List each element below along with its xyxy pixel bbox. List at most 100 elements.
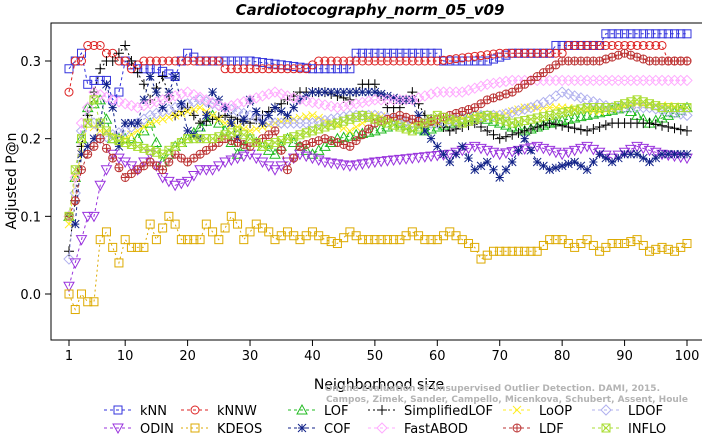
x-tick-label: 100 [675,349,700,364]
plot-area-frame [50,22,702,341]
data-point-knn [601,29,611,39]
data-point-simplifiedlof [195,118,206,129]
data-point-fastabod [256,90,269,102]
data-point-kdeos [488,246,498,256]
data-point-fastabod [238,96,250,108]
data-point-fastabod [213,99,225,111]
data-point-knnw [164,56,174,66]
x-axis-label: Neighborhood size [314,377,444,393]
data-point-simplifiedlof [188,110,199,121]
data-point-fastabod [163,92,175,104]
data-point-ldof [319,114,331,127]
data-point-knnw [208,56,218,66]
data-point-cof [501,165,511,175]
data-point-ldof [394,114,406,127]
legend-item-ldof: LDOF [592,404,663,419]
data-point-kdeos [183,235,193,245]
legend-marker [190,423,200,433]
data-point-kdeos [83,297,93,307]
axes-layer: 1 10 20 30 40 50 60 70 80 90 100 0.0 0.1 0.2 0.3 [20,55,699,364]
data-point-kdeos [582,235,592,245]
data-point-knnw [183,56,193,66]
data-point-knnw [158,56,168,66]
data-point-knnw [326,56,336,66]
data-point-kdeos [382,235,392,245]
legend-marker [190,405,200,415]
data-point-knnw [83,40,93,50]
data-point-ldof [593,98,606,110]
data-point-odin [412,152,425,164]
data-point-kdeos [620,239,630,249]
data-point-kdeos [651,244,661,254]
data-point-simplifiedlof [582,125,593,136]
data-point-kdeos [151,235,161,245]
data-point-simplifiedlof [538,120,549,131]
data-point-cof [251,107,261,116]
data-point-fastabod [306,96,319,109]
data-point-knnw [345,56,355,66]
data-point-ldf [276,145,286,155]
x-tick-label: 40 [304,349,321,364]
data-point-odin [350,160,363,171]
data-point-knnw [189,56,199,66]
data-point-simplifiedlof [500,131,511,142]
data-point-knnw [339,56,349,66]
data-point-inflo [264,139,274,149]
data-point-odin [337,160,350,171]
y-tick-label: 0.0 [20,288,41,303]
data-point-knnw [295,64,305,74]
data-point-fastabod [100,91,113,103]
data-point-inflo [270,138,280,148]
legend-label: LDOF [628,404,663,419]
data-point-odin [237,151,250,163]
data-point-lof [69,171,82,182]
data-point-kdeos [189,235,199,245]
data-point-ldof [306,117,319,129]
data-point-cof [289,103,299,112]
data-point-ldof [587,96,600,108]
data-point-knnw [239,64,249,74]
series-line-inflo [68,97,687,217]
data-point-inflo [139,143,149,153]
data-point-simplifiedlof [663,122,674,133]
data-point-odin [493,149,506,161]
data-point-inflo [89,95,99,105]
data-point-odin [187,171,200,182]
data-point-odin [624,144,637,156]
data-point-fastabod [419,90,431,102]
data-point-ldf [89,141,99,151]
legend-item-cof: COF [288,422,351,434]
data-point-simplifiedlof [600,120,611,131]
data-point-fastabod [206,96,219,109]
legend-marker [112,423,124,434]
data-point-fastabod [281,90,294,102]
data-point-simplifiedlof [488,129,499,140]
data-point-lof [269,148,281,159]
data-point-kdeos [663,244,673,254]
data-point-knn [651,29,661,39]
data-point-cof [632,149,642,159]
data-point-cof [670,149,679,159]
data-point-ldof [312,116,325,128]
data-point-kdeos [532,246,542,256]
series-line-knn [68,33,687,101]
data-point-kdeos [470,242,480,252]
data-point-kdeos [326,237,336,247]
data-point-ldf [682,56,692,66]
data-point-knnw [513,48,523,58]
data-point-cof [532,157,542,167]
data-point-fastabod [200,94,213,106]
data-point-cof [258,118,267,128]
data-point-lof [212,117,225,128]
data-point-loop [314,113,324,123]
data-point-kdeos [233,219,243,229]
data-point-cof [539,161,548,171]
data-point-odin [94,180,107,192]
data-point-knnw [376,56,386,66]
data-point-ldf [101,143,111,153]
data-point-loop [195,103,205,112]
data-point-odin [212,161,225,172]
legend-label: ODIN [140,422,174,434]
legend-label: SimplifiedLOF [404,404,493,419]
data-point-knn [676,29,686,39]
